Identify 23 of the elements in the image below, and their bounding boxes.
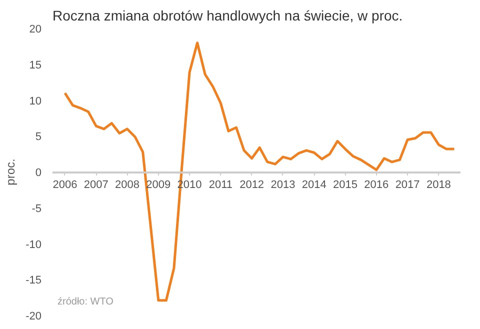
y-tick-label: 10 [29, 95, 42, 108]
y-tick-label: -15 [26, 274, 42, 287]
x-tick-label: 2018 [426, 179, 451, 191]
annotation: źródło: WTO [58, 296, 114, 308]
x-tick-label: 2016 [364, 179, 389, 191]
y-tick-label: -20 [26, 310, 42, 322]
x-tick-label: 2014 [302, 179, 326, 191]
x-tick-label: 2017 [395, 179, 420, 191]
y-tick-label: -5 [32, 202, 42, 215]
x-tick-label: 2012 [240, 179, 264, 191]
y-tick-label: 20 [29, 24, 42, 36]
x-tick-label: 2006 [52, 179, 78, 191]
y-tick-label: 15 [29, 59, 42, 72]
chart-title: Roczna zmiana obrotów handlowych na świecie, w proc. [52, 8, 403, 24]
x-tick-label: 2013 [270, 179, 296, 191]
y-axis-title: proc. [4, 158, 18, 186]
x-tick-label: 2015 [333, 179, 358, 191]
x-tick-label: 2011 [208, 179, 233, 191]
y-tick-label: -10 [26, 238, 42, 251]
x-tick-label: 2007 [84, 179, 108, 191]
y-tick-label: 0 [35, 167, 42, 179]
y-tick-label: 5 [35, 131, 42, 144]
x-tick-label: 2008 [115, 179, 140, 191]
